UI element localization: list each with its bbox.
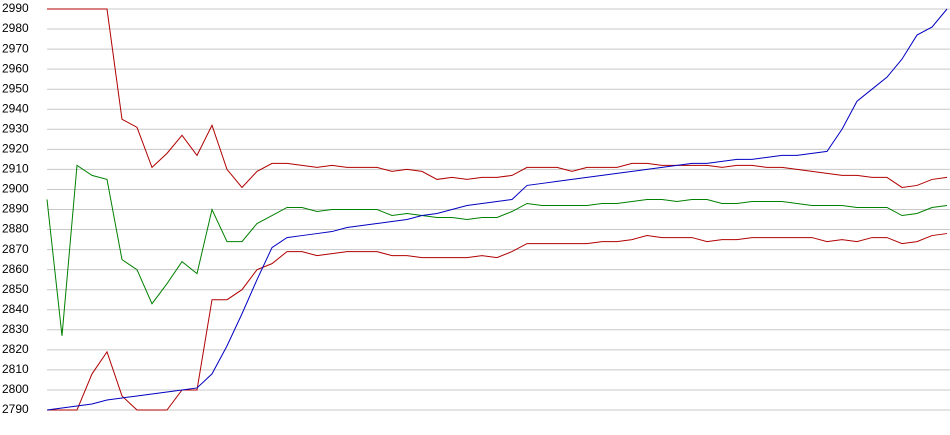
y-tick-label: 2790 — [2, 402, 29, 416]
y-tick-label: 2890 — [2, 202, 29, 216]
y-tick-label: 2960 — [2, 61, 29, 75]
y-tick-label: 2870 — [2, 242, 29, 256]
y-tick-label: 2830 — [2, 322, 29, 336]
y-tick-label: 2860 — [2, 262, 29, 276]
y-tick-label: 2810 — [2, 362, 29, 376]
y-tick-label: 2820 — [2, 342, 29, 356]
y-tick-label: 2900 — [2, 182, 29, 196]
y-tick-label: 2840 — [2, 302, 29, 316]
y-tick-label: 2800 — [2, 382, 29, 396]
y-tick-label: 2930 — [2, 121, 29, 135]
line-series — [46, 8, 948, 411]
line-series — [47, 233, 948, 411]
line-series — [46, 164, 948, 336]
y-tick-label: 2950 — [2, 81, 29, 95]
y-tick-label: 2850 — [2, 282, 29, 296]
y-tick-label: 2990 — [2, 1, 29, 15]
y-tick-label: 2880 — [2, 222, 29, 236]
y-tick-label: 2920 — [2, 142, 29, 156]
y-tick-label: 2970 — [2, 41, 29, 55]
y-tick-label: 2910 — [2, 162, 29, 176]
line-series — [47, 8, 948, 189]
y-tick-label: 2980 — [2, 21, 29, 35]
y-tick-label: 2940 — [2, 101, 29, 115]
